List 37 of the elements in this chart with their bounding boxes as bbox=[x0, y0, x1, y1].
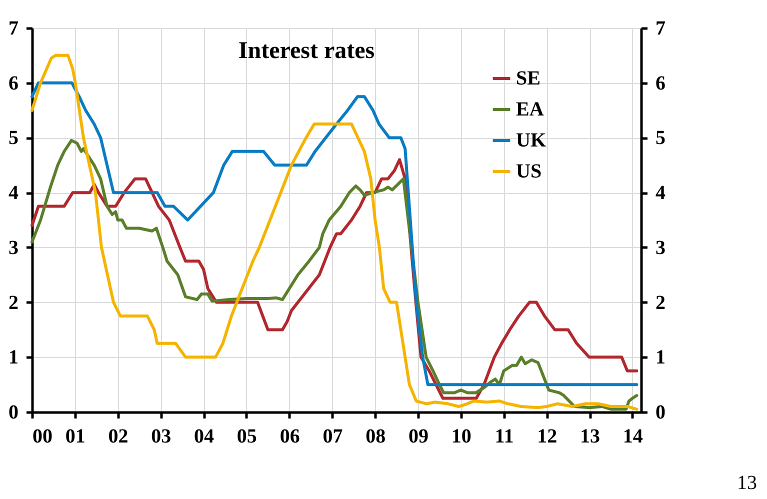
x-tick-label: 05 bbox=[236, 426, 257, 448]
x-tick-label: 11 bbox=[494, 426, 514, 448]
y-tick-label: 7 bbox=[8, 18, 18, 40]
x-tick-label: 14 bbox=[622, 426, 643, 448]
y-tick-label: 5 bbox=[8, 127, 18, 150]
y2-tick-label: 6 bbox=[656, 72, 666, 94]
x-tick-label: 01 bbox=[65, 426, 86, 448]
x-tick-label: 07 bbox=[322, 426, 343, 448]
y2-tick-label: 0 bbox=[656, 402, 666, 424]
chart-title: Interest rates bbox=[238, 38, 375, 64]
y-tick-label: 3 bbox=[8, 236, 18, 259]
x-tick-label: 09 bbox=[408, 426, 428, 448]
y-tick-label: 6 bbox=[8, 72, 18, 94]
y2-tick-label: 1 bbox=[656, 346, 666, 369]
y-tick-label: 1 bbox=[8, 346, 18, 369]
legend-label: UK bbox=[516, 130, 546, 152]
legend-label: EA bbox=[516, 98, 544, 120]
x-tick-label: 10 bbox=[451, 426, 472, 448]
x-tick-label: 06 bbox=[280, 426, 300, 448]
x-tick-label: 13 bbox=[580, 426, 600, 448]
legend-label: SE bbox=[516, 68, 540, 90]
text: 13 bbox=[737, 472, 757, 495]
y2-tick-label: 7 bbox=[656, 18, 666, 40]
y-tick-label: 0 bbox=[8, 402, 18, 424]
legend-label: US bbox=[516, 160, 542, 182]
x-tick-label: 03 bbox=[151, 426, 172, 448]
y-tick-label: 4 bbox=[8, 182, 18, 204]
y2-tick-label: 4 bbox=[656, 182, 666, 204]
x-tick-label: 04 bbox=[194, 426, 214, 448]
y2-tick-label: 3 bbox=[656, 236, 666, 259]
x-tick-label: 00 bbox=[32, 426, 52, 448]
y-tick-label: 2 bbox=[8, 292, 18, 314]
x-tick-label: 12 bbox=[537, 426, 558, 448]
x-tick-label: 08 bbox=[366, 426, 386, 448]
x-tick-label: 02 bbox=[108, 426, 128, 448]
y2-tick-label: 2 bbox=[656, 292, 666, 314]
y2-tick-label: 5 bbox=[656, 127, 666, 150]
